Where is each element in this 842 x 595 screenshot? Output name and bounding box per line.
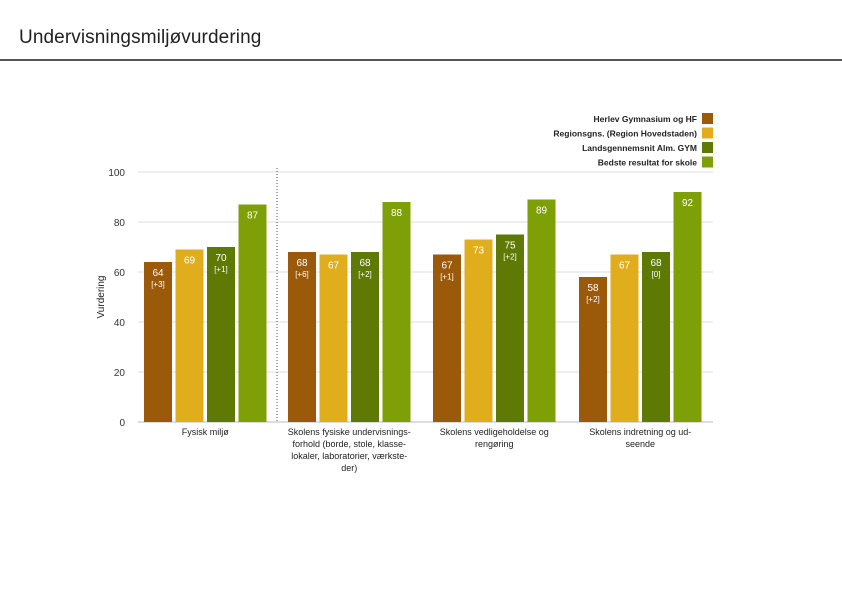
legend: Herlev Gymnasium og HF Regionsgns. (Regio… xyxy=(553,113,713,168)
data-label: 68 xyxy=(296,258,308,269)
data-label: 67 xyxy=(441,261,453,272)
bar xyxy=(238,204,267,422)
title-divider xyxy=(0,59,842,61)
difference-label: [0] xyxy=(652,270,661,279)
difference-label: [+2] xyxy=(358,270,372,279)
legend-swatch xyxy=(702,127,713,139)
legend-label: Landsgennemsnit Alm. GYM xyxy=(582,143,697,153)
legend-label: Bedste resultat for skole xyxy=(598,158,697,168)
category-label: Skolens indretning og ud-seende xyxy=(589,427,691,449)
legend-swatch xyxy=(702,113,713,124)
difference-label: [+2] xyxy=(503,253,517,262)
data-label: 73 xyxy=(473,246,485,257)
bar xyxy=(610,254,639,422)
legend-swatch xyxy=(702,156,713,168)
bar xyxy=(382,202,411,422)
data-label: 58 xyxy=(587,283,599,294)
page-title: Undervisningsmiljøvurdering xyxy=(19,27,262,48)
bar xyxy=(319,254,348,422)
data-label: 75 xyxy=(504,241,516,252)
data-label: 69 xyxy=(184,256,196,267)
data-label: 70 xyxy=(215,253,227,264)
bar xyxy=(496,234,524,422)
data-label: 87 xyxy=(247,211,259,222)
category-labels: Fysisk miljø Skolens fysiske undervisning… xyxy=(182,427,692,473)
category-label: Skolens fysiske undervisnings-forhold (b… xyxy=(288,427,411,473)
data-label: 89 xyxy=(536,206,548,217)
y-axis: 0 20 40 60 80 100 Vurdering xyxy=(96,168,125,429)
bar xyxy=(579,277,607,422)
legend-label: Herlev Gymnasium og HF xyxy=(594,114,697,124)
bar xyxy=(642,252,670,422)
data-label: 67 xyxy=(619,261,631,272)
difference-label: [+1] xyxy=(440,273,454,282)
data-label: 68 xyxy=(650,258,662,269)
data-label: 88 xyxy=(391,208,403,219)
category-label: Fysisk miljø xyxy=(182,427,229,437)
difference-label: [+6] xyxy=(295,270,309,279)
bar xyxy=(673,192,702,422)
bar xyxy=(527,199,556,422)
value-labels: 64[+3]68[+6]67[+1]58[+2]69 67736770[+1]68… xyxy=(151,198,693,304)
y-tick-label: 100 xyxy=(108,168,125,179)
bar xyxy=(433,254,461,422)
y-tick-label: 40 xyxy=(114,318,126,329)
bar xyxy=(351,252,379,422)
bar xyxy=(288,252,316,422)
difference-label: [+1] xyxy=(214,265,228,274)
legend-label: Regionsgns. (Region Hovedstaden) xyxy=(553,129,697,139)
difference-label: [+2] xyxy=(586,295,600,304)
data-label: 67 xyxy=(328,261,340,272)
bar xyxy=(207,247,235,422)
y-tick-label: 0 xyxy=(119,418,125,429)
bars xyxy=(144,192,702,422)
y-tick-label: 60 xyxy=(114,268,126,279)
y-axis-label: Vurdering xyxy=(96,276,107,319)
bar xyxy=(144,262,172,422)
bar xyxy=(175,249,204,422)
y-tick-label: 20 xyxy=(114,368,126,379)
difference-label: [+3] xyxy=(151,280,165,289)
data-label: 92 xyxy=(682,198,694,209)
data-label: 68 xyxy=(359,258,371,269)
category-label: Skolens vedligeholdelse og rengøring xyxy=(440,427,549,449)
legend-swatch xyxy=(702,142,713,153)
y-tick-label: 80 xyxy=(114,218,126,229)
data-label: 64 xyxy=(152,268,164,279)
bar xyxy=(464,239,493,422)
